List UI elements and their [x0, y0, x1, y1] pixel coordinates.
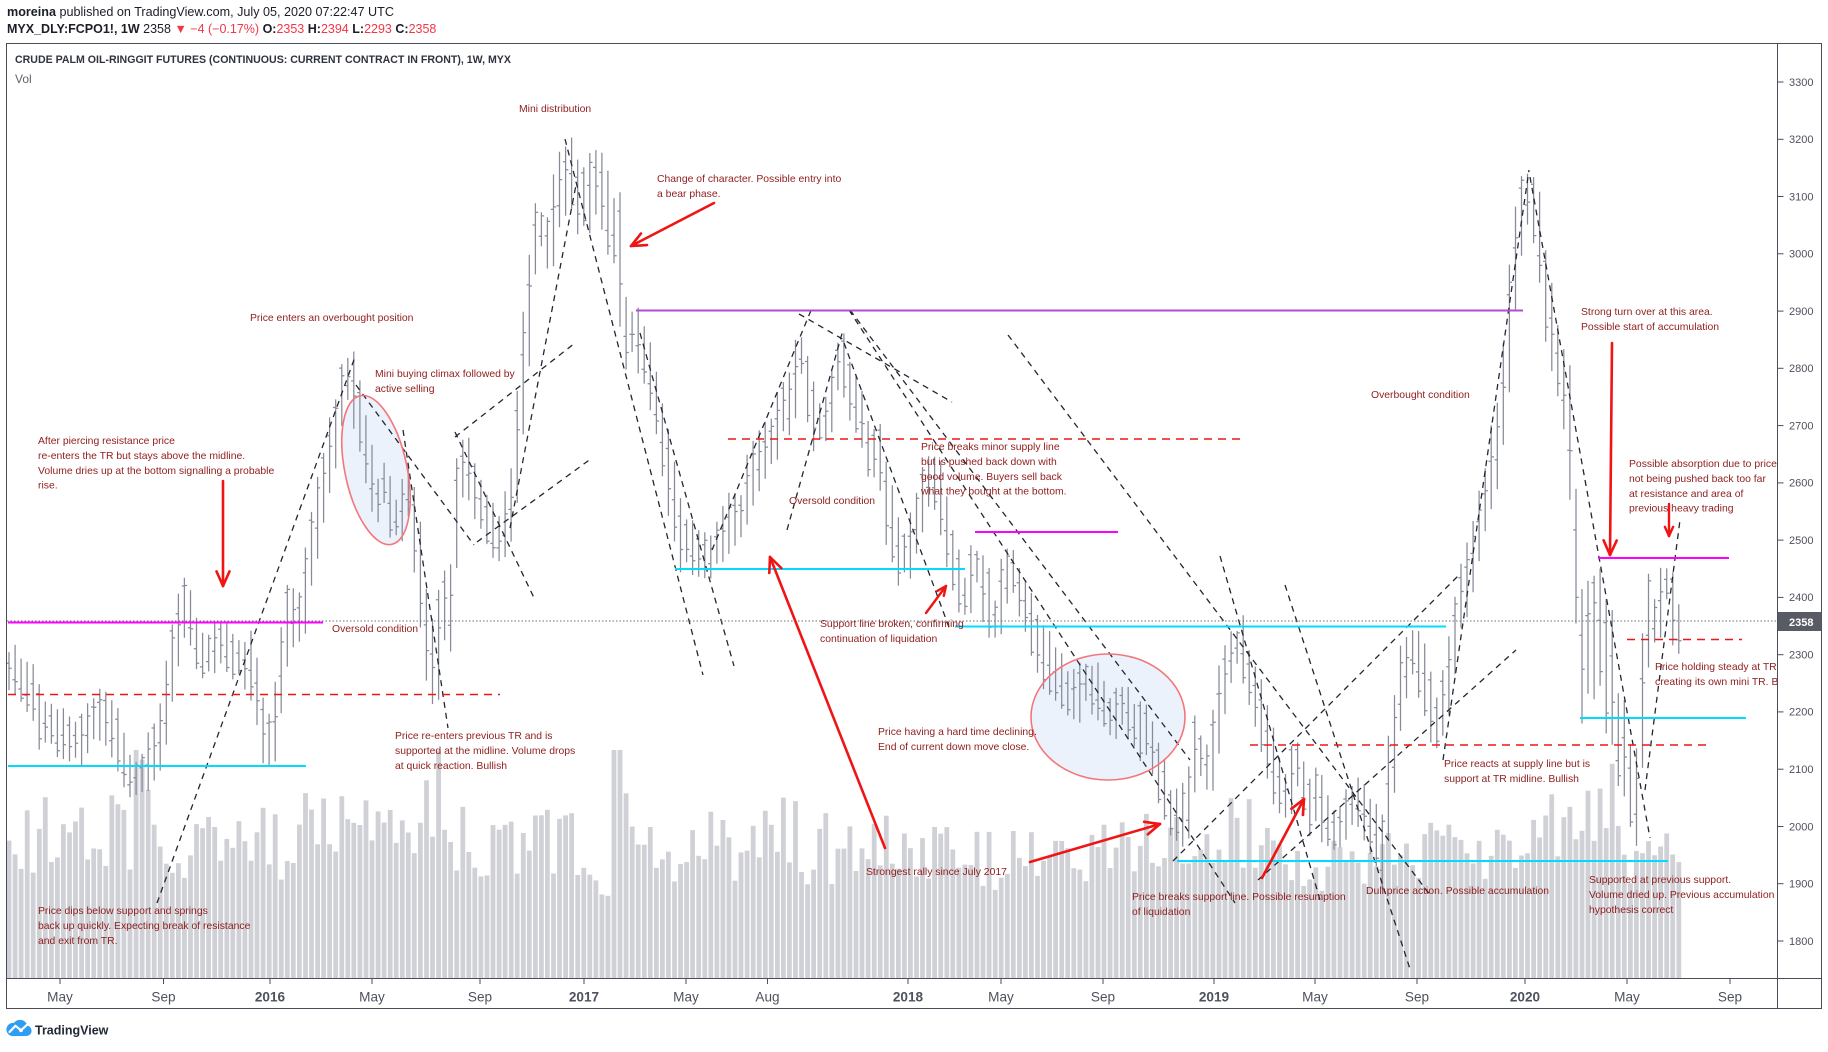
svg-text:Price breaks minor supply line: Price breaks minor supply line [921, 442, 1060, 453]
svg-text:at quick reaction. Bullish: at quick reaction. Bullish [395, 761, 507, 772]
svg-text:1900: 1900 [1789, 879, 1813, 891]
svg-text:Price reacts at supply line bu: Price reacts at supply line but is [1444, 759, 1590, 770]
svg-text:Strongest rally since July 201: Strongest rally since July 2017 [866, 867, 1007, 878]
svg-text:Price dips below support and s: Price dips below support and springs [38, 906, 208, 917]
svg-text:May: May [988, 990, 1014, 1005]
svg-text:Possible absorption due to pri: Possible absorption due to price [1629, 459, 1777, 470]
svg-text:rise.: rise. [38, 481, 58, 492]
svg-text:supported at the midline. Volu: supported at the midline. Volume drops [395, 746, 575, 757]
svg-text:2020: 2020 [1510, 990, 1540, 1005]
svg-text:Oversold condition: Oversold condition [789, 496, 875, 507]
svg-text:back up quickly. Expecting bre: back up quickly. Expecting break of resi… [38, 921, 251, 932]
svg-text:Supported at previous support.: Supported at previous support. [1589, 875, 1731, 886]
svg-text:2000: 2000 [1789, 821, 1813, 833]
svg-text:2500: 2500 [1789, 535, 1813, 547]
svg-text:of liquidation: of liquidation [1132, 907, 1191, 918]
svg-text:moreina published on TradingVi: moreina published on TradingView.com, Ju… [7, 5, 394, 19]
svg-text:Sep: Sep [1091, 990, 1115, 1005]
svg-text:support at TR midline. Bullish: support at TR midline. Bullish [1444, 774, 1579, 785]
svg-text:Dull price action. Possible a: Dull price action. Possible accumulation [1366, 886, 1549, 897]
svg-text:After piercing resistance pric: After piercing resistance price [38, 436, 175, 447]
svg-text:Sep: Sep [1405, 990, 1429, 1005]
svg-text:Sep: Sep [468, 990, 492, 1005]
svg-text:End of current down move close: End of current down move close. [878, 742, 1029, 753]
svg-text:active selling: active selling [375, 384, 435, 395]
svg-text:Sep: Sep [151, 990, 175, 1005]
svg-text:2200: 2200 [1789, 707, 1813, 719]
svg-text:Aug: Aug [755, 990, 779, 1005]
svg-text:Oversold condition: Oversold condition [332, 624, 418, 635]
svg-text:2100: 2100 [1789, 764, 1813, 776]
svg-text:at resistance and area of: at resistance and area of [1629, 489, 1743, 500]
svg-text:MYX_DLY:FCPO1!, 1W 2358 ▼ −4: MYX_DLY:FCPO1!, 1W 2358 ▼ −4 (−0.17%) O:… [7, 22, 436, 36]
svg-text:3100: 3100 [1789, 191, 1813, 203]
svg-text:creating its own mini TR. Bu: creating its own mini TR. Bu [1655, 677, 1784, 688]
svg-text:Mini distribution: Mini distribution [519, 104, 591, 115]
svg-text:not being pushed back too far: not being pushed back too far [1629, 474, 1766, 485]
svg-text:2900: 2900 [1789, 306, 1813, 318]
svg-text:Volume dried up. Previous accu: Volume dried up. Previous accumulation [1589, 890, 1775, 901]
svg-text:what they bought at the bottom: what they bought at the bottom. [920, 487, 1067, 498]
svg-text:Mini buying climax followed by: Mini buying climax followed by [375, 369, 516, 380]
svg-text:good volume. Buyers sell back: good volume. Buyers sell back [921, 472, 1063, 483]
svg-text:2018: 2018 [893, 990, 924, 1005]
svg-text:2300: 2300 [1789, 650, 1813, 662]
svg-text:2600: 2600 [1789, 478, 1813, 490]
svg-text:May: May [47, 990, 73, 1005]
svg-text:May: May [1302, 990, 1328, 1005]
svg-text:May: May [673, 990, 699, 1005]
svg-text:2016: 2016 [255, 990, 286, 1005]
svg-text:Price having a hard time decli: Price having a hard time declining. [878, 727, 1037, 738]
svg-text:and exit from TR.: and exit from TR. [38, 936, 118, 947]
svg-text:2400: 2400 [1789, 592, 1813, 604]
svg-text:Price enters an overbought pos: Price enters an overbought position [250, 313, 414, 324]
svg-text:Possible start of accumulation: Possible start of accumulation [1581, 322, 1719, 333]
svg-text:re-enters the TR but stays abo: re-enters the TR but stays above the mid… [38, 451, 245, 462]
svg-text:Price breaks support line. Pos: Price breaks support line. Possible resu… [1132, 892, 1346, 903]
svg-text:3200: 3200 [1789, 134, 1813, 146]
svg-text:Volume dries up at the bottom: Volume dries up at the bottom signalling… [38, 466, 274, 477]
svg-text:2358: 2358 [1789, 617, 1813, 629]
svg-text:2019: 2019 [1199, 990, 1230, 1005]
svg-text:May: May [1614, 990, 1640, 1005]
svg-text:CRUDE PALM OIL-RINGGIT FUTURES: CRUDE PALM OIL-RINGGIT FUTURES (CONTINUO… [15, 54, 511, 66]
svg-text:2800: 2800 [1789, 363, 1813, 375]
svg-text:Price re-enters previous TR an: Price re-enters previous TR and is [395, 731, 552, 742]
svg-text:continuation of liquidation: continuation of liquidation [820, 634, 937, 645]
svg-text:1800: 1800 [1789, 936, 1813, 948]
svg-text:a bear phase.: a bear phase. [657, 189, 721, 200]
svg-text:Overbought condition: Overbought condition [1371, 390, 1470, 401]
svg-text:hypothesis correct: hypothesis correct [1589, 905, 1673, 916]
svg-text:3300: 3300 [1789, 77, 1813, 89]
svg-text:Price holding steady at TR: Price holding steady at TR [1655, 662, 1777, 673]
svg-text:previous heavy trading: previous heavy trading [1629, 504, 1734, 515]
svg-text:2017: 2017 [569, 990, 599, 1005]
svg-text:2700: 2700 [1789, 420, 1813, 432]
svg-text:Strong turn over at this area.: Strong turn over at this area. [1581, 307, 1713, 318]
svg-text:Vol: Vol [15, 72, 32, 86]
svg-text:3000: 3000 [1789, 249, 1813, 261]
svg-text:Sep: Sep [1718, 990, 1742, 1005]
svg-text:Support line broken, confirmin: Support line broken, confirming [820, 619, 964, 630]
svg-text:but is pushed back down with: but is pushed back down with [921, 457, 1057, 468]
svg-text:May: May [359, 990, 385, 1005]
svg-text:TradingView: TradingView [35, 1024, 109, 1038]
svg-text:Change of character. Possible: Change of character. Possible entry into [657, 174, 841, 185]
